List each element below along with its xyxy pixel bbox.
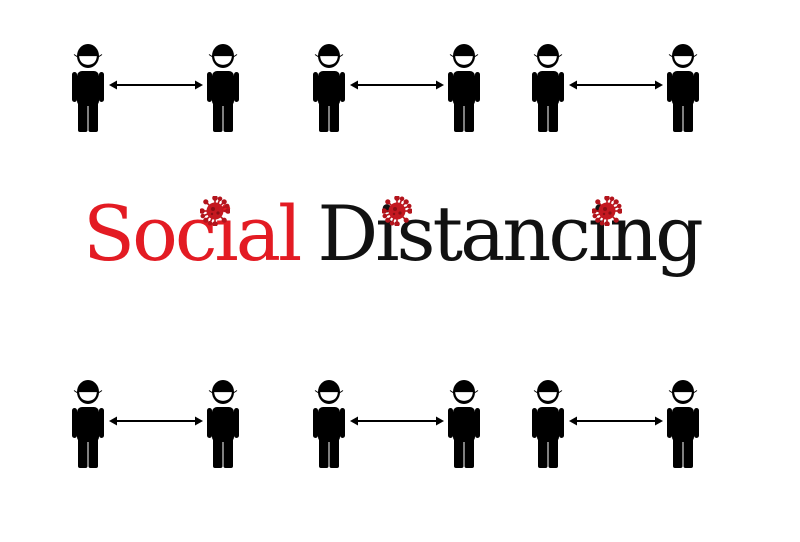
masked-person-icon [71, 43, 105, 133]
coronavirus-icon [592, 196, 622, 226]
headline: Social Distancing [83, 196, 704, 272]
double-arrow-icon [108, 415, 204, 427]
distance-pair-bottom-1 [71, 379, 242, 470]
masked-person-icon [531, 379, 565, 469]
masked-person-icon [206, 43, 240, 133]
double-arrow-icon [568, 79, 664, 91]
headline-word-distancing: Distancing [317, 189, 704, 278]
double-arrow-icon [108, 79, 204, 91]
distance-pair-top-1 [71, 43, 242, 134]
double-arrow-icon [349, 415, 445, 427]
masked-person-icon [666, 379, 700, 469]
masked-person-icon [447, 379, 481, 469]
distance-pair-bottom-2 [312, 379, 483, 470]
coronavirus-icon [382, 196, 412, 226]
masked-person-icon [531, 43, 565, 133]
masked-person-icon [312, 43, 346, 133]
coronavirus-icon [200, 196, 230, 226]
distance-pair-top-2 [312, 43, 483, 134]
masked-person-icon [206, 379, 240, 469]
masked-person-icon [447, 43, 481, 133]
masked-person-icon [71, 379, 105, 469]
distance-pair-bottom-3 [531, 379, 702, 470]
distance-pair-top-3 [531, 43, 702, 134]
double-arrow-icon [349, 79, 445, 91]
double-arrow-icon [568, 415, 664, 427]
masked-person-icon [666, 43, 700, 133]
masked-person-icon [312, 379, 346, 469]
headline-word-social: Social [83, 189, 302, 278]
